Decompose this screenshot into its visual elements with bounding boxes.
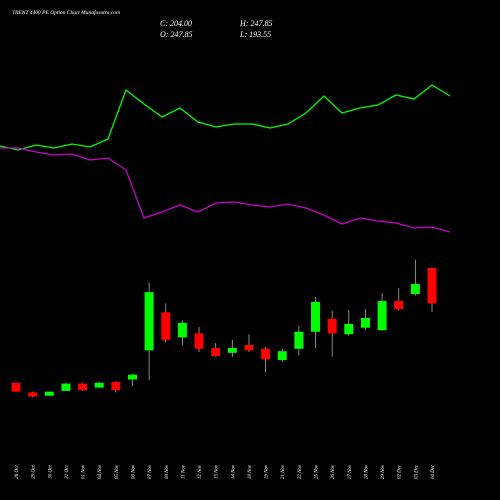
candle-body: [261, 348, 271, 360]
candle-body: [360, 318, 370, 328]
x-tick-label: 04 Dec: [431, 464, 436, 479]
candle-body: [78, 383, 88, 391]
candle-body: [194, 333, 204, 349]
candle-body: [227, 347, 237, 353]
high-info: H: 247.85: [239, 19, 272, 28]
candle-body: [177, 322, 187, 338]
x-tick-label: 06 Nov: [131, 464, 136, 479]
candle-body: [244, 345, 254, 351]
x-tick-label: 11 Nov: [181, 464, 186, 479]
candle-body: [211, 347, 221, 357]
x-tick-label: 13 Nov: [215, 464, 220, 479]
x-tick-label: 22 Nov: [298, 464, 303, 479]
x-tick-label: 18 Nov: [248, 464, 253, 479]
indicator-line: [0, 147, 451, 233]
candle-body: [427, 267, 437, 304]
x-tick-label: 02 Dec: [398, 464, 403, 479]
candle-body: [344, 323, 354, 335]
candle-body: [44, 391, 54, 396]
x-tick-label: 29 Oct: [32, 465, 37, 479]
x-tick-label: 30 Oct: [48, 465, 53, 479]
x-tick-label: 28 Oct: [15, 465, 20, 479]
candle-body: [127, 374, 137, 380]
x-tick-label: 05 Nov: [115, 464, 120, 479]
low-info: L: 193.55: [239, 30, 271, 39]
x-tick-label: 26 Nov: [331, 464, 336, 479]
candle-body: [410, 284, 420, 295]
x-tick-label: 27 Nov: [348, 464, 353, 479]
candle-body: [327, 318, 337, 334]
candle-body: [94, 382, 104, 388]
candle-body: [61, 383, 71, 391]
x-tick-label: 21 Nov: [281, 464, 286, 479]
candle-body: [28, 392, 38, 397]
x-tick-label: 19 Nov: [265, 464, 270, 479]
candle-body: [311, 301, 321, 332]
candle-body: [277, 351, 287, 361]
x-tick-label: 03 Dec: [414, 464, 419, 479]
indicator-line: [0, 84, 451, 151]
x-tick-label: 12 Nov: [198, 464, 203, 479]
candle-body: [161, 312, 171, 340]
x-tick-label: 25 Nov: [315, 464, 320, 479]
candle-body: [377, 301, 387, 331]
x-tick-label: 28 Nov: [364, 464, 369, 479]
x-tick-label: 08 Nov: [165, 464, 170, 479]
chart-title: TRENT 4400 PE Option Chart Munafasutra.c…: [12, 9, 120, 16]
x-tick-label: 31 Oct: [65, 465, 70, 479]
x-tick-label: 01 Nov: [82, 464, 87, 479]
x-tick-label: 07 Nov: [148, 464, 153, 479]
candle-body: [111, 381, 121, 391]
candle-body: [294, 331, 304, 349]
x-tick-label: 04 Nov: [98, 464, 103, 479]
close-info: C: 204.00: [160, 19, 192, 28]
x-tick-label: 29 Nov: [381, 464, 386, 479]
x-tick-label: 14 Nov: [231, 464, 236, 479]
candle-body: [11, 382, 21, 392]
open-info: O: 247.85: [160, 30, 192, 39]
candle-body: [394, 301, 404, 310]
candle-body: [144, 292, 154, 351]
